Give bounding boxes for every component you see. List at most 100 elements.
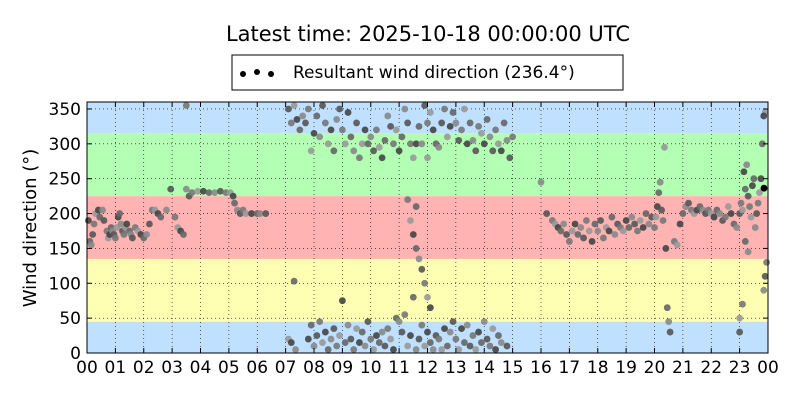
data-point bbox=[304, 335, 312, 343]
data-point bbox=[401, 105, 409, 113]
data-point bbox=[500, 119, 508, 127]
data-point bbox=[404, 196, 412, 204]
data-point bbox=[256, 210, 264, 217]
data-point bbox=[424, 154, 431, 162]
data-point bbox=[350, 346, 358, 353]
data-point bbox=[480, 140, 488, 148]
data-point bbox=[537, 178, 545, 186]
y-tick-label: 200 bbox=[49, 205, 81, 225]
data-point bbox=[676, 220, 684, 228]
data-point bbox=[753, 210, 761, 217]
data-point bbox=[594, 227, 602, 235]
data-point bbox=[740, 168, 748, 176]
latest-data-point bbox=[760, 184, 768, 192]
data-point bbox=[611, 231, 619, 238]
data-point bbox=[194, 187, 202, 195]
data-point bbox=[364, 318, 372, 326]
data-point bbox=[367, 335, 375, 343]
data-point bbox=[744, 192, 752, 200]
data-point bbox=[639, 224, 647, 231]
data-point bbox=[395, 318, 403, 326]
y-axis-label: Wind direction (°) bbox=[20, 149, 41, 308]
data-point bbox=[182, 102, 190, 109]
data-point bbox=[310, 129, 318, 137]
data-point bbox=[421, 279, 429, 287]
x-tick-label: 03 bbox=[161, 358, 183, 378]
x-tick-label: 00 bbox=[76, 358, 98, 378]
data-point bbox=[737, 199, 745, 207]
x-tick-label: 10 bbox=[360, 358, 382, 378]
data-point bbox=[750, 175, 758, 183]
data-point bbox=[111, 234, 119, 242]
data-point bbox=[356, 154, 363, 162]
legend: Resultant wind direction (236.4°) bbox=[231, 54, 624, 91]
data-point bbox=[600, 234, 607, 242]
x-tick-label: 13 bbox=[445, 358, 467, 378]
data-point bbox=[475, 328, 482, 336]
data-point bbox=[262, 210, 270, 217]
data-point bbox=[321, 328, 329, 336]
x-tick-label: 05 bbox=[218, 358, 240, 378]
data-point bbox=[390, 140, 397, 148]
data-point bbox=[455, 136, 463, 144]
data-point bbox=[418, 321, 426, 329]
y-tick-label: 350 bbox=[49, 100, 81, 120]
data-point bbox=[472, 346, 480, 353]
data-point bbox=[480, 318, 488, 326]
data-point bbox=[336, 332, 343, 339]
data-point bbox=[458, 325, 465, 332]
data-point bbox=[446, 328, 454, 336]
data-point bbox=[116, 210, 124, 217]
data-point bbox=[634, 227, 641, 235]
data-point bbox=[503, 342, 511, 350]
data-point bbox=[543, 210, 551, 217]
data-point bbox=[486, 342, 494, 350]
data-point bbox=[716, 210, 724, 217]
data-point bbox=[751, 224, 759, 231]
data-point bbox=[143, 231, 150, 238]
legend-marker bbox=[240, 71, 246, 77]
data-point bbox=[661, 143, 668, 151]
data-point bbox=[754, 199, 762, 207]
data-point bbox=[666, 328, 674, 336]
data-point bbox=[341, 339, 349, 346]
data-point bbox=[741, 185, 749, 193]
data-point bbox=[180, 231, 187, 238]
data-point bbox=[622, 217, 630, 224]
data-point bbox=[390, 346, 397, 353]
data-point bbox=[747, 213, 755, 221]
data-point bbox=[199, 187, 207, 195]
data-point bbox=[361, 342, 369, 350]
data-point bbox=[347, 133, 355, 141]
data-point bbox=[663, 304, 671, 312]
data-point bbox=[356, 339, 363, 346]
data-point bbox=[744, 248, 752, 256]
x-tick-label: 14 bbox=[473, 358, 495, 378]
data-point bbox=[658, 206, 665, 214]
x-tick-label: 17 bbox=[559, 358, 581, 378]
data-point bbox=[370, 346, 377, 353]
x-tick-label: 01 bbox=[105, 358, 127, 378]
data-point bbox=[495, 332, 502, 339]
x-tick-label: 11 bbox=[388, 358, 410, 378]
data-point bbox=[330, 147, 338, 155]
data-point bbox=[509, 133, 517, 141]
data-point bbox=[438, 346, 446, 353]
data-point bbox=[415, 123, 423, 130]
y-tick-label: 300 bbox=[49, 135, 81, 155]
data-point bbox=[492, 126, 499, 134]
x-tick-label: 08 bbox=[303, 358, 325, 378]
data-point bbox=[727, 210, 735, 217]
data-point bbox=[302, 119, 309, 127]
data-point bbox=[463, 321, 471, 329]
x-tick-label: 02 bbox=[133, 358, 155, 378]
data-point bbox=[364, 140, 372, 148]
data-point bbox=[373, 332, 380, 339]
data-point bbox=[99, 206, 107, 214]
data-point bbox=[85, 217, 92, 224]
data-point bbox=[407, 332, 414, 339]
data-point bbox=[421, 102, 429, 109]
data-point bbox=[344, 109, 352, 116]
data-point bbox=[167, 185, 175, 193]
data-point bbox=[424, 119, 431, 127]
